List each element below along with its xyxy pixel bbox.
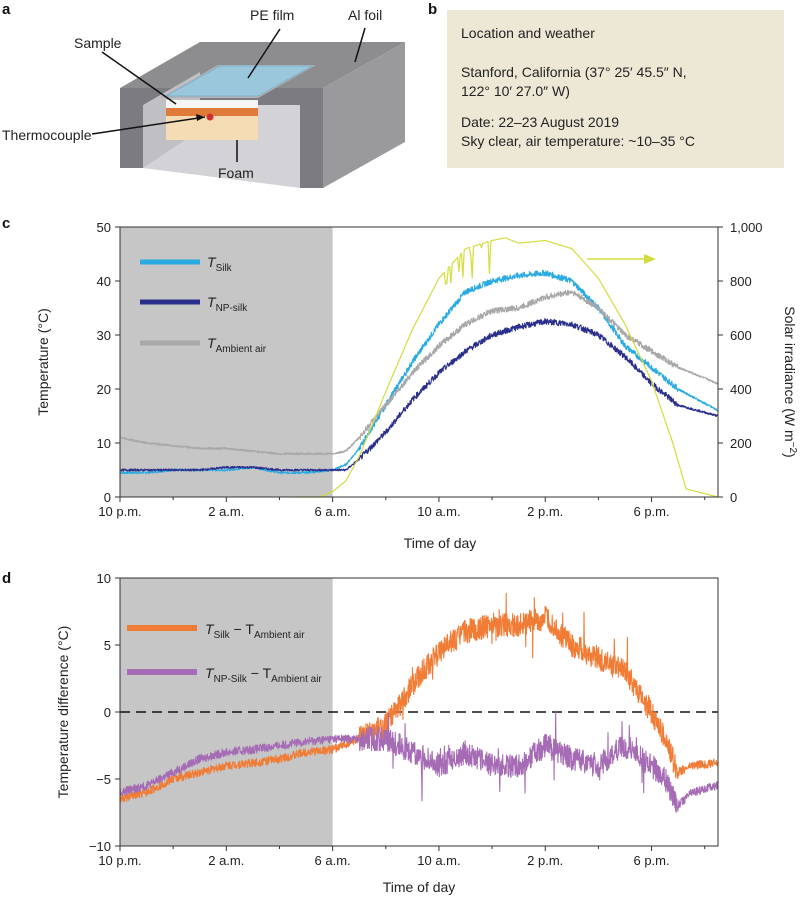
night-shade-c [120, 227, 333, 497]
series-line-ambient [119, 289, 719, 456]
x-tick-label: 10 p.m. [98, 504, 141, 519]
thermocouple-leader [91, 116, 206, 135]
x-tick-label: 6 p.m. [633, 853, 669, 868]
pe-film-label: PE film [250, 7, 294, 23]
panel-c-axes: 10 p.m. 2 a.m. 6 a.m. 10 a.m. 2 p.m. 6 p.m. 0 1… [97, 220, 763, 519]
panel-d-letter: d [2, 570, 11, 587]
pe-film-leader [247, 28, 281, 79]
y-tick-label: 40 [97, 274, 111, 289]
sample-label: Sample [74, 35, 122, 51]
x-tick-label: 10 p.m. [98, 853, 141, 868]
panel-a-letter: a [2, 1, 11, 18]
y-tick-label: 10 [97, 436, 111, 451]
x-tick-label: 6 a.m. [315, 504, 351, 519]
foil-right-face [323, 42, 405, 188]
ylabel-left-c: Temperature (°C) [35, 308, 51, 416]
y-tick-label: 50 [97, 220, 111, 235]
panel-c-series [119, 237, 719, 498]
y-right-tick-label: 200 [730, 436, 752, 451]
foam-block [166, 116, 258, 140]
panel-d-axes: 10 p.m. 2 a.m. 6 a.m. 10 a.m. 2 p.m. 6 p.m. −1… [89, 571, 706, 868]
foam-label: Foam [218, 165, 254, 181]
xlabel-c: Time of day [404, 535, 477, 551]
legend-label-ambient: TAmbient air [207, 335, 267, 355]
sample-leader [101, 51, 177, 105]
legend-d: TSilk − TAmbient air TNP-Silk − TAmbient… [127, 621, 322, 685]
x-tick-label: 2 p.m. [527, 504, 563, 519]
panel-c-letter: c [2, 215, 10, 232]
date-line: Date: 22–23 August 2019 [461, 114, 619, 130]
panel-b-letter: b [428, 1, 437, 18]
x-tick-label: 10 a.m. [417, 504, 460, 519]
y-right-tick-label: 0 [730, 490, 737, 505]
legend-label-silk: TSilk [207, 254, 233, 274]
ylabel-d: Temperature difference (°C) [55, 626, 71, 799]
series-line-silk [119, 269, 719, 475]
y-tick-label: −10 [89, 839, 111, 854]
y-tick-label: 10 [97, 571, 111, 586]
y-tick-label: 0 [104, 705, 111, 720]
sample-layer [166, 108, 258, 116]
series-line-solar [294, 237, 717, 498]
panel-b: b Location and weather Stanford, Califor… [428, 1, 784, 168]
series-line-diff-np [119, 710, 719, 813]
film-spacer [166, 100, 258, 108]
y-right-tick-label: 400 [730, 382, 752, 397]
al-foil-leader [354, 27, 366, 63]
thermocouple-label: Thermocouple [2, 127, 92, 143]
location-line-1: Stanford, California (37° 25′ 45.5″ N, [461, 64, 687, 80]
series-line-np-silk [119, 318, 719, 472]
y-tick-label: 30 [97, 328, 111, 343]
plot-frame-c [119, 226, 719, 498]
xlabel-d: Time of day [383, 879, 456, 895]
location-line-2: 122° 10′ 27.0″ W) [461, 83, 570, 99]
weather-title: Location and weather [461, 25, 595, 41]
panel-a: a PE film Al foil Sample Thermocouple Fo [2, 1, 405, 188]
weather-box [447, 10, 784, 168]
x-tick-label: 2 a.m. [208, 853, 244, 868]
right-axis-arrowhead [644, 254, 656, 264]
y-tick-label: 20 [97, 382, 111, 397]
x-tick-label: 10 a.m. [417, 853, 460, 868]
y-tick-label: −5 [96, 772, 111, 787]
pe-film [164, 65, 314, 97]
series-line-diff-silk [119, 592, 719, 803]
al-foil-label: Al foil [348, 7, 382, 23]
x-tick-label: 6 a.m. [315, 853, 351, 868]
panel-d-series [119, 592, 719, 813]
y-right-tick-label: 800 [730, 274, 752, 289]
x-tick-label: 2 a.m. [208, 504, 244, 519]
sky-line: Sky clear, air temperature: ~10–35 °C [461, 133, 695, 149]
panel-d: d 10 p.m. 2 a.m. 6 a.m. 10 a.m. 2 p.m. 6 p.m.… [2, 570, 719, 895]
foil-front-frame [120, 88, 323, 188]
panel-c: c 10 p.m. 2 a.m. 6 a.m. 10 a.m. 2 p.m. 6 p.m.… [2, 215, 798, 551]
y-tick-label: 0 [104, 490, 111, 505]
legend-label-np-silk: TNP-silk [207, 294, 248, 314]
ylabel-right-c: Solar irradiance (W m−2) [782, 306, 798, 457]
legend-c: TSilk TNP-silk TAmbient air [140, 254, 267, 355]
legend-label-diff-silk: TSilk − TAmbient air [205, 621, 305, 641]
y-right-tick-label: 600 [730, 328, 752, 343]
x-tick-label: 6 p.m. [633, 504, 669, 519]
y-right-tick-label: 1,000 [730, 220, 763, 235]
thermocouple-dot [206, 113, 214, 121]
thermocouple-arrowhead [196, 114, 205, 121]
x-tick-label: 2 p.m. [527, 853, 563, 868]
y-tick-label: 5 [104, 638, 111, 653]
legend-label-diff-np: TNP-Silk − TAmbient air [205, 665, 322, 685]
